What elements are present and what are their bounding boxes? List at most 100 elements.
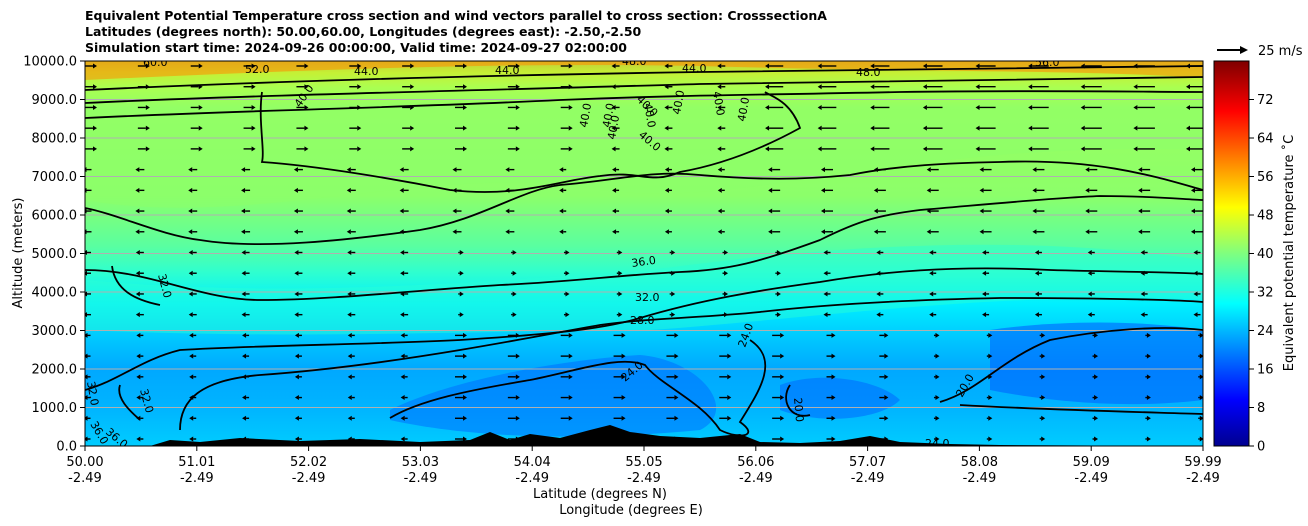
wind-vector-head [294, 270, 299, 276]
wind-vector-head [926, 167, 931, 173]
wind-vector-head [823, 270, 828, 276]
wind-vector-head [1087, 312, 1092, 318]
wind-vector-head [611, 146, 616, 152]
contour-label: 52.0 [245, 63, 270, 76]
wind-vector-head [988, 395, 993, 401]
wind-vector-head [929, 250, 934, 255]
contour-44 [85, 90, 1203, 119]
wind-vector-head [922, 125, 927, 131]
wind-vector-head [515, 63, 520, 69]
wind-vector-head [463, 332, 467, 338]
wind-vector-head [884, 415, 889, 421]
wind-vector-head [515, 374, 520, 380]
x-tick-label-lon: -2.49 [1074, 471, 1108, 486]
wind-vector-head [612, 187, 617, 193]
wind-vector-head [294, 415, 299, 421]
contour-label: 44.0 [682, 62, 707, 75]
wind-vector-head [664, 146, 669, 152]
wind-vector-head [612, 229, 617, 235]
wind-vector-head [357, 84, 362, 90]
wind-vector-head [612, 167, 617, 173]
wind-vector-head [982, 291, 987, 297]
wind-vector-head [979, 208, 984, 214]
wind-vector-head [982, 250, 987, 255]
colorbar-label: Equivalent potential temperature ˚C [1281, 135, 1297, 371]
wind-vector-head [452, 208, 457, 214]
wind-vector-head [674, 332, 679, 338]
contour-label: 24.0 [925, 437, 950, 450]
wind-vector-head [780, 374, 785, 380]
wind-vector-head [410, 84, 415, 90]
x-axis-label-longitude: Longitude (degrees E) [559, 503, 703, 518]
wind-vector-head [1199, 332, 1203, 338]
wind-vector-head [242, 415, 247, 421]
wind-vector-head [935, 415, 940, 421]
wind-vector-head [135, 208, 140, 214]
wind-vector-head [1087, 250, 1092, 255]
wind-vector-head [198, 84, 203, 90]
wind-vector-head [1186, 146, 1190, 152]
wind-vector-head [727, 415, 732, 421]
wind-vector-head [979, 229, 984, 235]
wind-vector-head [410, 125, 415, 131]
wind-vector-head [459, 291, 464, 297]
wind-vector-head [717, 104, 722, 110]
quiver-key-arrowhead [1240, 46, 1248, 54]
wind-vector-head [988, 374, 993, 380]
wind-vector-head [93, 146, 97, 152]
wind-vector-head [621, 353, 626, 359]
wind-vector-head [1199, 353, 1203, 359]
wind-vector-head [304, 63, 309, 69]
wind-vector-head [189, 374, 194, 380]
x-tick-label-lon: -2.49 [404, 471, 438, 486]
wind-vector-head [347, 415, 352, 421]
wind-vector-head [884, 353, 889, 359]
wind-vector-head [400, 312, 405, 318]
wind-vector-head [979, 167, 984, 173]
wind-vector-head [884, 395, 889, 401]
wind-vector-head [1191, 187, 1195, 193]
wind-vector-head [241, 187, 246, 193]
contour-28 [179, 297, 1203, 431]
wind-vector-head [145, 125, 150, 131]
wind-vector-head [294, 291, 299, 297]
wind-vector-head [463, 415, 467, 421]
wind-vector-head [870, 63, 875, 69]
wind-vector-head [870, 146, 875, 152]
contour-40-lower [85, 160, 1203, 246]
wind-vector-head [136, 415, 141, 421]
y-tick-label: 4000.0 [32, 286, 78, 301]
wind-vector-head [768, 208, 773, 214]
wind-vector-head [505, 167, 510, 173]
wind-vector-head [515, 353, 520, 359]
theta-e-region-32 [85, 244, 1203, 335]
wind-vector-head [664, 208, 669, 214]
wind-vector-head [410, 104, 415, 110]
wind-vector-head [304, 146, 309, 152]
wind-vector-head [1146, 395, 1151, 401]
wind-vector-head [831, 436, 836, 442]
x-tick-label-lon: -2.49 [739, 471, 773, 486]
y-tick-label: 5000.0 [32, 247, 78, 262]
wind-vector-head [1034, 291, 1039, 297]
wind-vector-head [189, 332, 194, 338]
wind-vector-head [922, 104, 927, 110]
wind-vector-head [664, 167, 669, 173]
wind-vector-head [347, 291, 352, 297]
wind-vector-head [346, 229, 351, 235]
wind-vector-head [1032, 187, 1037, 193]
wind-vector-head [93, 84, 97, 90]
wind-vector-head [198, 63, 203, 69]
wind-vector-head [135, 270, 140, 276]
wind-vector-head [776, 270, 781, 276]
wind-vector-head [559, 208, 564, 214]
wind-vector-head [1133, 84, 1138, 90]
wind-vector-head [776, 250, 781, 255]
x-tick-label-lat: 53.03 [402, 455, 439, 470]
wind-vector-head [780, 415, 785, 421]
wind-vector-head [512, 270, 517, 276]
contour-label: 40.0 [735, 96, 752, 122]
colorbar-ticks: 0 8 16 24 32 40 48 56 64 72 [1249, 93, 1274, 455]
wind-vector-head [817, 104, 822, 110]
contour-24 [389, 339, 767, 437]
